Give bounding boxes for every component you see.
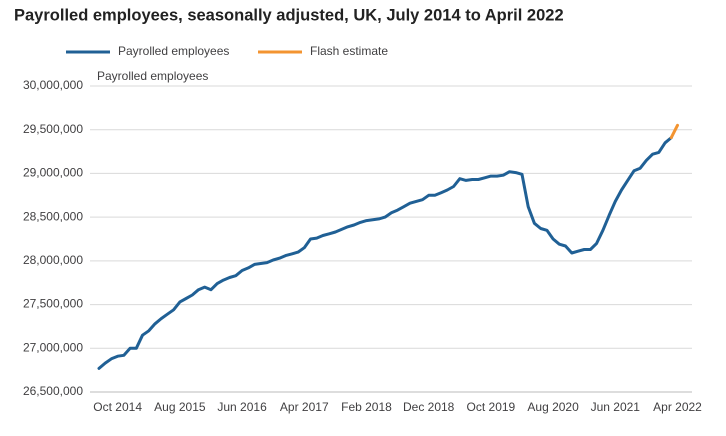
- y-tick-label: 29,000,000: [23, 166, 83, 180]
- y-axis-label: Payrolled employees: [97, 69, 208, 83]
- series-line: [669, 123, 679, 140]
- x-tick-label: Oct 2014: [93, 400, 142, 414]
- x-tick-label: Jun 2016: [217, 400, 267, 414]
- x-tick-label: Oct 2019: [467, 400, 516, 414]
- y-tick-label: 30,000,000: [23, 78, 83, 92]
- y-tick-label: 28,000,000: [23, 253, 83, 267]
- y-tick-label: 27,500,000: [23, 297, 83, 311]
- chart-title: Payrolled employees, seasonally adjusted…: [14, 6, 564, 24]
- legend-label: Flash estimate: [310, 44, 388, 58]
- y-tick-label: 28,500,000: [23, 209, 83, 223]
- x-tick-label: Dec 2018: [403, 400, 455, 414]
- series-line: [97, 136, 673, 370]
- x-tick-label: Aug 2020: [527, 400, 579, 414]
- y-tick-label: 29,500,000: [23, 122, 83, 136]
- x-tick-label: Apr 2022: [653, 400, 702, 414]
- x-tick-label: Feb 2018: [341, 400, 392, 414]
- x-tick-label: Aug 2015: [154, 400, 206, 414]
- x-tick-label: Jun 2021: [591, 400, 641, 414]
- y-tick-label: 26,500,000: [23, 384, 83, 398]
- x-tick-label: Apr 2017: [280, 400, 329, 414]
- legend-label: Payrolled employees: [118, 44, 229, 58]
- y-tick-label: 27,000,000: [23, 340, 83, 354]
